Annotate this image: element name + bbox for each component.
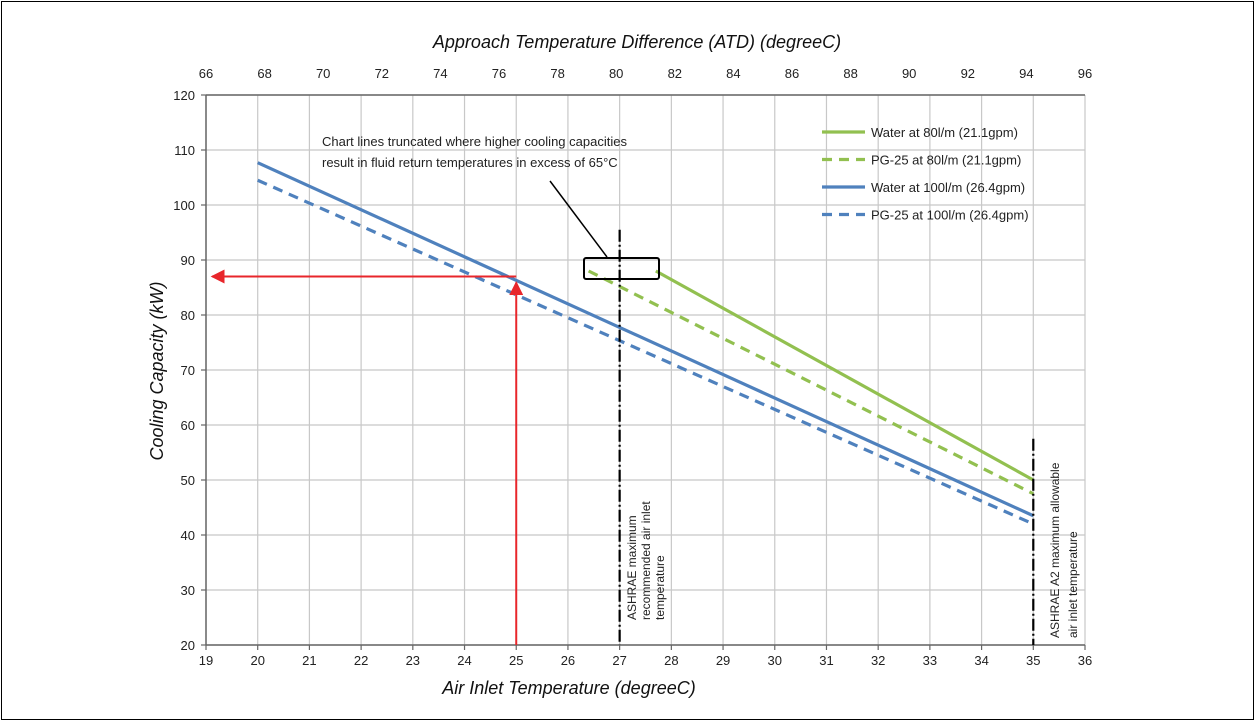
legend: Water at 80l/m (21.1gpm) PG-25 at 80l/m (… <box>822 125 1029 223</box>
y-tick-label: 40 <box>181 528 195 543</box>
series-line <box>587 269 1035 496</box>
y-tick-label: 80 <box>181 308 195 323</box>
legend-label: PG-25 at 100l/m (26.4gpm) <box>871 208 1029 223</box>
y-tick-label: 20 <box>181 638 195 653</box>
x-tick-label: 35 <box>1026 653 1040 668</box>
x-tick-label: 31 <box>819 653 833 668</box>
x-tick-label: 36 <box>1078 653 1092 668</box>
x2-tick-label: 88 <box>843 66 857 81</box>
x2-tick-label: 80 <box>609 66 623 81</box>
truncation-box <box>583 257 660 280</box>
y-tick-label: 60 <box>181 418 195 433</box>
x2-tick-label: 78 <box>550 66 564 81</box>
x2-tick-label: 68 <box>257 66 271 81</box>
x-tick-label: 26 <box>561 653 575 668</box>
x2-tick-label: 92 <box>961 66 975 81</box>
x2-tick-label: 70 <box>316 66 330 81</box>
tick-labels: 20 30 40 50 60 70 80 90 100 110 120 19 20 21 22 23 24 25 2… <box>173 66 1092 668</box>
truncation-note: result in fluid return temperatures in e… <box>322 155 618 170</box>
annotations: Chart lines truncated where higher cooli… <box>322 134 1080 638</box>
x2-axis-title: Approach Temperature Difference (ATD) (d… <box>432 32 841 52</box>
ashrae-recommended-label: ASHRAE maximumrecommended air inlettempe… <box>625 501 667 620</box>
x-axis-title: Air Inlet Temperature (degreeC) <box>441 678 695 698</box>
x2-tick-label: 76 <box>492 66 506 81</box>
x-tick-label: 25 <box>509 653 523 668</box>
series-line <box>257 161 1034 518</box>
y-axis-title: Cooling Capacity (kW) <box>147 281 167 460</box>
x2-tick-label: 66 <box>199 66 213 81</box>
x-tick-label: 28 <box>664 653 678 668</box>
x-tick-label: 21 <box>302 653 316 668</box>
ashrae-a2-label: ASHRAE A2 maximum allowable air inlet tem… <box>1048 462 1080 638</box>
truncation-note: Chart lines truncated where higher cooli… <box>322 134 627 149</box>
x-tick-label: 19 <box>199 653 213 668</box>
legend-label: Water at 80l/m (21.1gpm) <box>871 125 1018 140</box>
x2-tick-label: 94 <box>1019 66 1033 81</box>
x2-tick-label: 90 <box>902 66 916 81</box>
y-tick-label: 90 <box>181 253 195 268</box>
callout-leader <box>549 180 608 258</box>
x-tick-label: 34 <box>974 653 988 668</box>
y-tick-label: 70 <box>181 363 195 378</box>
x-tick-label: 20 <box>250 653 264 668</box>
y-tick-label: 50 <box>181 473 195 488</box>
y-tick-label: 100 <box>173 198 195 213</box>
x2-tick-label: 72 <box>375 66 389 81</box>
x-tick-label: 27 <box>612 653 626 668</box>
x2-tick-label: 96 <box>1078 66 1092 81</box>
legend-label: PG-25 at 80l/m (21.1gpm) <box>871 153 1021 168</box>
series-line <box>655 269 1035 482</box>
x-tick-label: 30 <box>768 653 782 668</box>
x-tick-label: 29 <box>716 653 730 668</box>
y-tick-label: 30 <box>181 583 195 598</box>
y-tick-label: 110 <box>174 143 195 158</box>
x2-tick-label: 86 <box>785 66 799 81</box>
x-tick-label: 24 <box>457 653 471 668</box>
example-arrows <box>210 269 524 645</box>
x2-tick-label: 84 <box>726 66 740 81</box>
legend-label: Water at 100l/m (26.4gpm) <box>871 180 1025 195</box>
plot-area <box>201 94 1086 650</box>
x-tick-label: 22 <box>354 653 368 668</box>
y-tick-label: 120 <box>173 88 195 103</box>
x-tick-label: 23 <box>406 653 420 668</box>
reference-lines <box>618 229 1035 645</box>
series-layer <box>257 161 1035 526</box>
x-tick-label: 32 <box>871 653 885 668</box>
series-line <box>257 178 1034 526</box>
x2-tick-label: 82 <box>668 66 682 81</box>
x2-tick-label: 74 <box>433 66 447 81</box>
x-tick-label: 33 <box>923 653 937 668</box>
